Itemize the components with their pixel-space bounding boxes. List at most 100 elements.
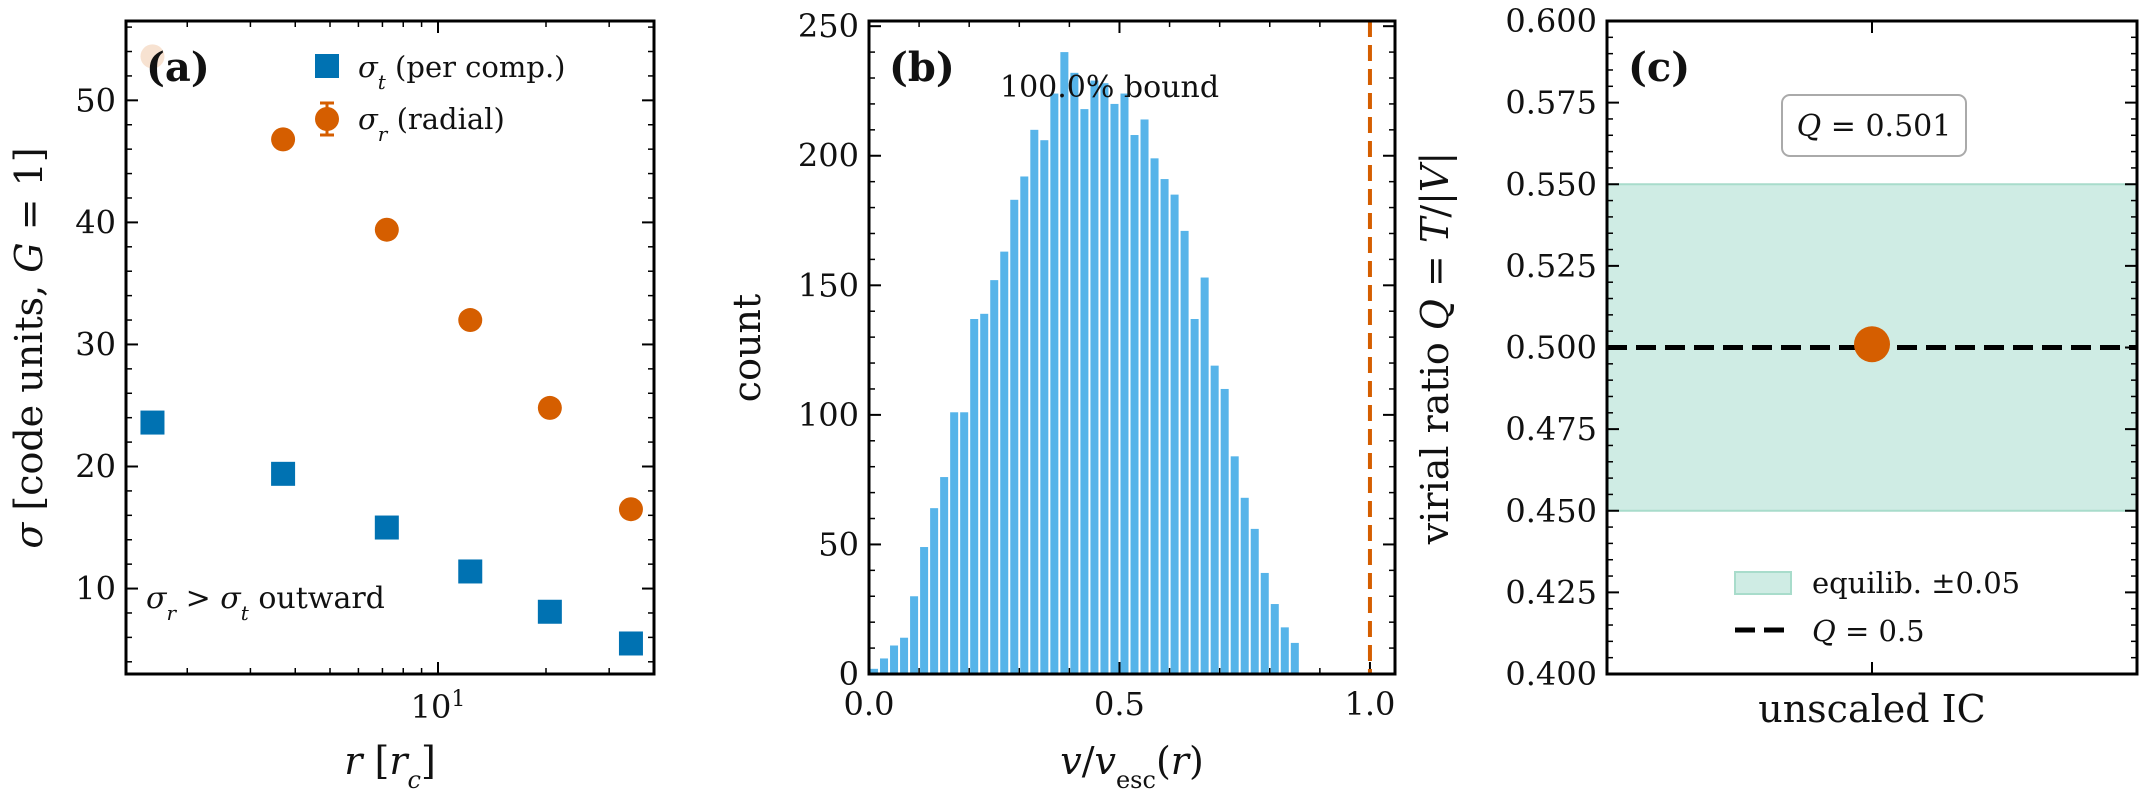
histogram-bar [1140, 119, 1149, 674]
histogram-bar [1040, 140, 1049, 674]
legend-label-sigma-r: σr (radial) [358, 102, 505, 146]
panel-a-ticks: 10 20 30 40 50 101 [75, 21, 655, 727]
legend-marker-band [1734, 571, 1792, 595]
panel-b-xlabel: v/vesc(r) [1060, 739, 1204, 792]
histogram-bar [1100, 83, 1109, 674]
histogram-bar [1230, 456, 1239, 674]
panel-c-ytick-label: 0.550 [1505, 165, 1597, 203]
panel-c-ytick-label: 0.575 [1505, 84, 1597, 122]
panel-b-annotation: 100.0% bound [1000, 70, 1219, 105]
panel-c-ytick-label: 0.600 [1505, 2, 1597, 40]
histogram-bar [970, 318, 979, 674]
q-value-box [1781, 94, 1967, 157]
q-value-annotation: Q = 0.501 [1797, 109, 1952, 144]
histogram-bar [1090, 80, 1099, 675]
sigma-r-marker [374, 217, 399, 242]
histogram-bar [900, 637, 909, 674]
sigma-t-marker [140, 410, 165, 435]
sigma-t-marker [537, 599, 562, 624]
histogram-bar [950, 412, 959, 674]
panel-a-ytick-label: 50 [75, 81, 116, 119]
histogram-bar [910, 596, 919, 674]
panel-c-frame [1605, 19, 2139, 676]
histogram-bar [930, 508, 939, 674]
virial-ratio-point [1854, 326, 1890, 363]
panel-b-xtick-label: 1.0 [1345, 685, 1396, 723]
panel-c-legend: equilib. ±0.05 Q = 0.5 [1734, 566, 2020, 648]
sigma-t-marker [618, 631, 643, 656]
histogram-bar [1160, 179, 1169, 675]
panel-b-xtick-label: 0.0 [844, 685, 895, 723]
histogram-bar [920, 547, 929, 674]
histogram-bar [1070, 72, 1079, 675]
panel-b-ytick-label: 50 [818, 525, 859, 563]
sigma-r-marker [140, 44, 165, 69]
panel-c-ylabel: virial ratio Q = T/|V| [1413, 152, 1457, 545]
panel-a-xtick-label: 101 [411, 687, 466, 727]
histogram-bar [1290, 642, 1299, 674]
panel-c: 0.400 0.425 0.450 0.475 0.500 0.525 0.550 0.575… [1413, 2, 2139, 731]
panel-a-frame [124, 19, 656, 676]
panel-b-ytick-label: 200 [798, 137, 859, 175]
panel-a-xlabel: r [rc] [344, 739, 436, 792]
panel-a-legend: σt (per comp.) σr (radial) [315, 50, 565, 146]
histogram-bar [1010, 199, 1019, 675]
histogram-bar [1030, 129, 1039, 675]
histogram-bar [890, 645, 899, 674]
histogram-bar [1190, 318, 1199, 674]
sigma-r-marker [271, 127, 296, 152]
legend-label-sigma-t: σt (per comp.) [358, 50, 565, 94]
histogram-bar [1120, 93, 1129, 675]
panel-b-ytick-label: 100 [798, 396, 859, 434]
histogram-bar [1200, 277, 1209, 674]
panel-c-ytick-label: 0.500 [1505, 329, 1597, 367]
histogram-bar [1170, 194, 1179, 674]
panel-b-xtick-label: 0.5 [1094, 685, 1145, 723]
histogram-bar [960, 412, 969, 674]
panel-c-ytick-label: 0.475 [1505, 410, 1597, 448]
legend-label-band: equilib. ±0.05 [1812, 566, 2020, 600]
panel-a-ytick-label: 40 [75, 203, 116, 241]
panel-c-ytick-label: 0.450 [1505, 492, 1597, 530]
histogram-bar [1280, 627, 1289, 674]
legend-marker-sigma-r [315, 107, 339, 131]
panel-b-ylabel: count [725, 294, 769, 402]
panel-a-ytick-label: 30 [75, 325, 116, 363]
histogram-bar [1150, 158, 1159, 675]
histogram-bar [1240, 497, 1249, 674]
panel-b-ytick-label: 250 [798, 7, 859, 45]
histogram-bar [940, 477, 949, 674]
histogram-bar [1270, 604, 1279, 674]
legend-label-q-line: Q = 0.5 [1812, 614, 1925, 648]
histogram-bar [1020, 176, 1029, 674]
histogram-bar [1250, 528, 1259, 674]
histogram-bar [1220, 388, 1229, 674]
sigma-t-marker [271, 461, 296, 486]
panel-a-ytick-label: 10 [75, 570, 116, 608]
histogram-bar [980, 313, 989, 674]
sigma-r-marker [537, 395, 562, 420]
histogram-bar [1210, 365, 1219, 674]
sigma-t-marker [458, 559, 483, 584]
sigma-r-marker [618, 497, 643, 522]
panel-c-xtick-label: unscaled IC [1758, 687, 1986, 731]
histogram-bar [1260, 572, 1269, 674]
panel-a-ylabel: σ [code units, G = 1] [7, 147, 51, 548]
histogram-bar [880, 658, 889, 674]
histogram-bars [870, 52, 1299, 675]
panel-a: 10 20 30 40 50 101 (a) σt (per comp.) σr (rad… [7, 19, 656, 792]
panel-b-frame [867, 19, 1397, 676]
histogram-bar [1060, 52, 1069, 675]
legend-marker-sigma-t [315, 54, 339, 78]
sigma-r-marker [458, 308, 483, 333]
panel-b-ytick-label: 150 [798, 266, 859, 304]
sigma-t-marker [374, 515, 399, 540]
histogram-bar [870, 668, 879, 674]
histogram-bar [1110, 103, 1119, 674]
panel-a-label: (a) [146, 44, 210, 91]
histogram-bar [990, 280, 999, 674]
panel-a-annotation: σr > σt outward [146, 581, 385, 625]
panel-b-label: (b) [889, 44, 955, 91]
panel-c-ytick-label: 0.525 [1505, 247, 1597, 285]
